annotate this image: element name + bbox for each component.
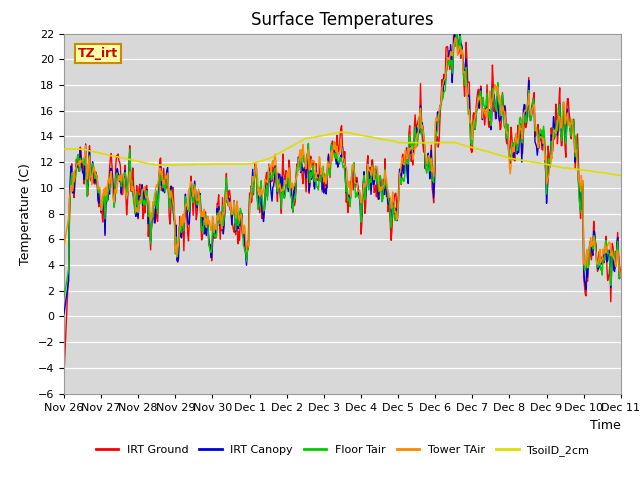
X-axis label: Time: Time — [590, 419, 621, 432]
Y-axis label: Temperature (C): Temperature (C) — [19, 163, 32, 264]
Legend: IRT Ground, IRT Canopy, Floor Tair, Tower TAir, TsoilD_2cm: IRT Ground, IRT Canopy, Floor Tair, Towe… — [91, 440, 594, 460]
Text: TZ_irt: TZ_irt — [78, 47, 118, 60]
Title: Surface Temperatures: Surface Temperatures — [251, 11, 434, 29]
